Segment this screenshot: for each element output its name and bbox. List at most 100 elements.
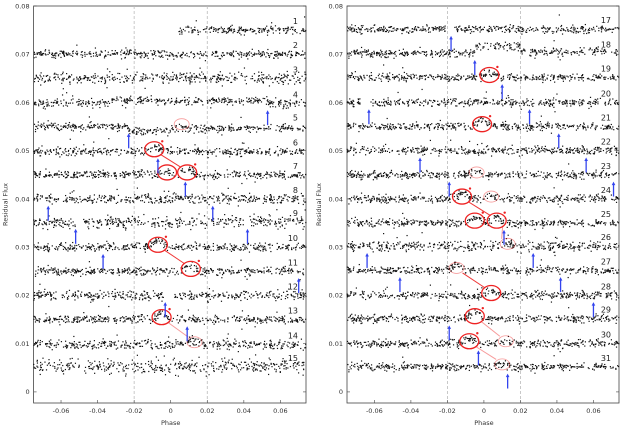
data-point (38, 147, 40, 149)
data-point (248, 197, 250, 200)
data-point (239, 126, 242, 128)
data-point (104, 105, 106, 107)
data-point (302, 298, 304, 300)
data-point (190, 298, 192, 300)
data-point (38, 290, 40, 292)
data-point (278, 268, 280, 271)
data-point (86, 105, 88, 107)
data-point (72, 152, 74, 154)
data-point (100, 175, 102, 178)
data-point (218, 97, 220, 99)
data-point (41, 77, 44, 80)
data-point (228, 269, 231, 271)
data-point (175, 99, 177, 101)
data-point (94, 82, 96, 84)
data-point (228, 125, 230, 127)
data-point (65, 271, 67, 273)
data-point (184, 153, 186, 155)
data-point (210, 27, 213, 29)
data-point (107, 291, 109, 293)
data-point (283, 271, 285, 273)
data-point (258, 31, 261, 34)
data-point (240, 195, 242, 197)
data-point (108, 269, 110, 271)
data-point (46, 105, 48, 107)
data-point (126, 199, 128, 201)
data-point (120, 296, 122, 299)
data-point (217, 296, 219, 298)
data-point (93, 125, 95, 127)
data-point (113, 79, 115, 82)
data-point (192, 150, 194, 153)
data-point (43, 246, 45, 249)
data-point (111, 221, 113, 224)
data-point (169, 78, 171, 80)
data-point (68, 126, 70, 128)
data-point (203, 53, 205, 55)
data-point (85, 199, 87, 201)
data-point (112, 318, 115, 320)
data-point (191, 104, 193, 106)
data-point (34, 275, 37, 277)
data-point (253, 195, 255, 197)
data-point (93, 198, 95, 200)
data-point (39, 155, 41, 157)
data-point (288, 102, 290, 104)
data-point (133, 78, 135, 80)
data-point (33, 123, 36, 125)
data-point (287, 28, 289, 30)
data-point (303, 294, 305, 296)
data-point (177, 196, 180, 198)
data-point (265, 76, 267, 78)
data-point (162, 271, 164, 273)
data-point (262, 51, 264, 53)
data-point (140, 76, 142, 78)
data-point (49, 201, 51, 203)
data-point (57, 74, 59, 76)
data-point (279, 79, 281, 81)
data-point (259, 127, 261, 130)
data-point (283, 173, 285, 175)
data-point (287, 297, 289, 299)
data-point (98, 173, 100, 176)
data-point (34, 245, 36, 248)
data-point (299, 296, 301, 299)
data-point (109, 54, 111, 56)
data-point (136, 147, 138, 150)
data-point (211, 127, 213, 129)
data-point (77, 80, 80, 82)
data-point (244, 200, 247, 202)
data-point (106, 87, 108, 89)
data-point (203, 129, 206, 131)
data-point (111, 272, 113, 275)
data-point (200, 267, 202, 269)
data-point (154, 144, 156, 146)
data-point (189, 168, 192, 171)
data-point (159, 52, 161, 54)
data-point (281, 177, 284, 179)
data-point (238, 53, 240, 55)
data-point (254, 247, 256, 249)
data-point (152, 54, 154, 56)
data-point (138, 171, 140, 173)
data-point (75, 146, 77, 148)
data-point (125, 99, 127, 101)
data-point (215, 52, 218, 54)
data-point (240, 224, 242, 226)
data-point (232, 32, 234, 34)
data-point (123, 52, 126, 54)
data-point (82, 149, 84, 151)
data-point (234, 298, 236, 300)
data-point (202, 175, 204, 177)
data-point (165, 223, 167, 226)
data-point (257, 270, 259, 272)
data-point (126, 125, 128, 127)
data-point (153, 240, 155, 243)
data-point (209, 293, 211, 295)
data-point (166, 78, 168, 81)
data-point (127, 151, 130, 153)
data-point (291, 125, 293, 127)
data-point (141, 130, 143, 132)
data-point (131, 151, 133, 153)
data-point (246, 53, 249, 56)
